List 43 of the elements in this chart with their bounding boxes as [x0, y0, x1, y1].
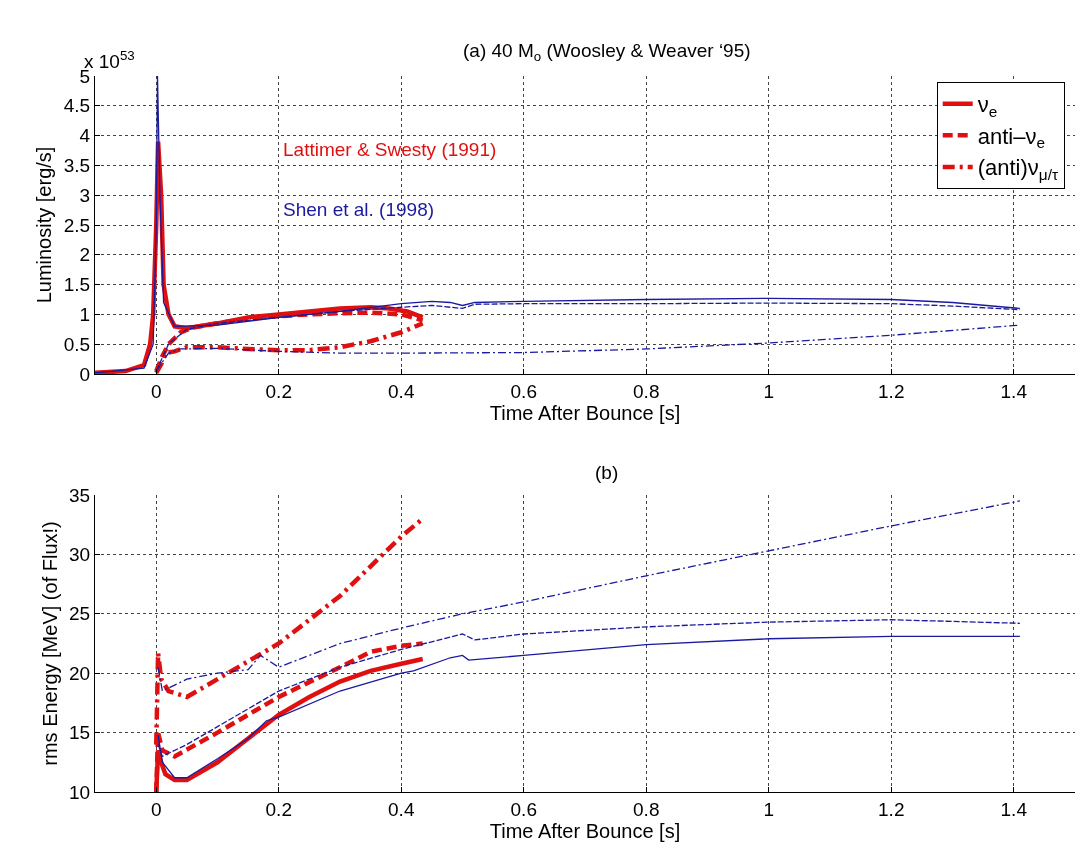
y-axis-title: Luminosity [erg/s]: [33, 146, 56, 304]
x-tick-label: 0.8: [633, 380, 660, 402]
chart-title: (a) 40 M$_{o}$ (Woosley & Weaver ‘95): [463, 40, 751, 64]
x-tick-label: 1.4: [1000, 798, 1028, 820]
x-tick-label: 0.6: [510, 798, 537, 820]
x-tick-label: 1.2: [878, 380, 905, 402]
y-tick-label: 2.5: [63, 214, 91, 236]
x-tick-label: 0.6: [510, 380, 537, 402]
y-tick-label: 1: [79, 304, 91, 326]
legend-label: anti–ν$_{e}$: [977, 123, 1045, 152]
chart-title: (b): [595, 462, 619, 483]
legend-label: ν$_{e}$: [977, 92, 998, 120]
y-tick-label: 35: [69, 484, 91, 506]
x-tick-label: 1: [763, 798, 775, 820]
y-tick-label: 3.5: [63, 155, 91, 177]
x-tick-label: 0: [150, 798, 162, 820]
y-tick-label: 0.5: [63, 333, 91, 355]
x-tick-label: 0.4: [388, 380, 415, 402]
y-tick-label: 25: [69, 603, 91, 625]
y-tick-label: 1.5: [63, 274, 91, 296]
x-axis-title: Time After Bounce [s]: [489, 819, 681, 842]
x-tick-label: 0.4: [388, 798, 415, 820]
y-tick-label: 20: [69, 662, 91, 684]
x-tick-label: 0.2: [265, 798, 292, 820]
y-axis-title: rms Energy [MeV] (of Flux!): [38, 521, 61, 766]
y-tick-label: 4: [79, 125, 91, 147]
x-tick-label: 0: [150, 380, 162, 402]
x-tick-label: 0.2: [265, 380, 292, 402]
x-tick-label: 1: [763, 380, 775, 402]
x-tick-label: 1.2: [878, 798, 905, 820]
x-tick-label: 0.8: [633, 798, 660, 820]
y-tick-label: 4.5: [63, 95, 91, 117]
y-tick-label: 15: [69, 722, 91, 744]
y-tick-label: 2: [79, 244, 91, 266]
x-tick-label: 1.4: [1000, 380, 1028, 402]
x-axis-title: Time After Bounce [s]: [489, 401, 681, 424]
legend-label: (anti)ν$_{μ/τ}$: [977, 155, 1059, 184]
y-tick-label: 3: [79, 184, 91, 206]
y-tick-label: 10: [69, 781, 91, 803]
annotation: Shen et al. (1998): [283, 199, 435, 220]
y-tick-label: 0: [79, 363, 91, 385]
y-tick-label: 30: [69, 544, 91, 566]
annotation: Lattimer & Swesty (1991): [283, 139, 497, 160]
